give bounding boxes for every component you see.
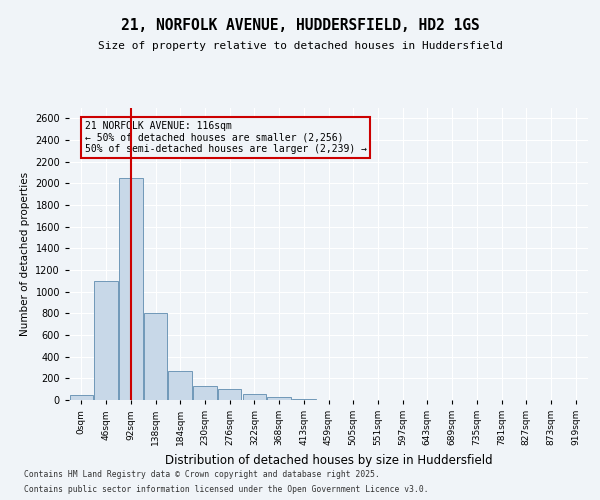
Bar: [218, 389, 241, 400]
Bar: [70, 394, 93, 400]
Text: 21, NORFOLK AVENUE, HUDDERSFIELD, HD2 1GS: 21, NORFOLK AVENUE, HUDDERSFIELD, HD2 1G…: [121, 18, 479, 32]
Bar: [94, 281, 118, 400]
Text: Contains HM Land Registry data © Crown copyright and database right 2025.: Contains HM Land Registry data © Crown c…: [24, 470, 380, 479]
Bar: [268, 398, 291, 400]
X-axis label: Distribution of detached houses by size in Huddersfield: Distribution of detached houses by size …: [164, 454, 493, 466]
Y-axis label: Number of detached properties: Number of detached properties: [20, 172, 29, 336]
Text: Size of property relative to detached houses in Huddersfield: Size of property relative to detached ho…: [97, 41, 503, 51]
Bar: [169, 371, 192, 400]
Bar: [193, 386, 217, 400]
Bar: [242, 394, 266, 400]
Bar: [119, 178, 143, 400]
Text: 21 NORFOLK AVENUE: 116sqm
← 50% of detached houses are smaller (2,256)
50% of se: 21 NORFOLK AVENUE: 116sqm ← 50% of detac…: [85, 120, 367, 154]
Text: Contains public sector information licensed under the Open Government Licence v3: Contains public sector information licen…: [24, 485, 428, 494]
Bar: [144, 314, 167, 400]
Bar: [292, 399, 316, 400]
